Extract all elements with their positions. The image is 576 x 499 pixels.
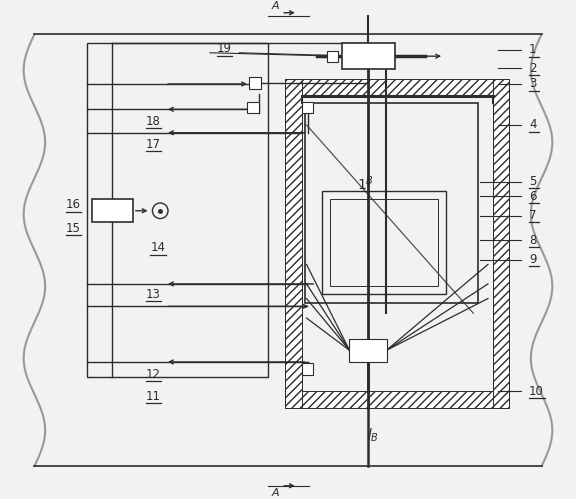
Text: 2: 2 xyxy=(529,62,536,75)
Bar xyxy=(247,101,259,113)
Bar xyxy=(493,79,509,408)
Bar xyxy=(330,199,438,286)
Text: 7: 7 xyxy=(529,209,536,222)
Text: 18: 18 xyxy=(146,115,161,128)
Text: A: A xyxy=(271,488,279,498)
Bar xyxy=(285,391,509,408)
Bar xyxy=(92,199,133,223)
Bar xyxy=(342,43,395,69)
Text: 15: 15 xyxy=(66,222,81,235)
Bar xyxy=(302,363,313,375)
Text: LM: LM xyxy=(361,345,376,355)
Text: 6: 6 xyxy=(529,190,536,203)
Text: RM: RM xyxy=(358,51,378,61)
Text: 16: 16 xyxy=(66,199,81,212)
Text: $1^B$: $1^B$ xyxy=(357,175,374,193)
Text: 9: 9 xyxy=(529,253,536,266)
Text: 17: 17 xyxy=(146,138,161,151)
Bar xyxy=(285,79,302,408)
Text: 13: 13 xyxy=(146,288,161,301)
Bar xyxy=(327,51,338,61)
Text: 14: 14 xyxy=(151,242,166,254)
Bar xyxy=(87,43,267,377)
Bar xyxy=(302,101,313,113)
Bar xyxy=(322,191,446,294)
Text: 8: 8 xyxy=(529,234,536,247)
Bar xyxy=(350,338,386,362)
Text: MCU: MCU xyxy=(99,206,126,216)
Bar xyxy=(305,103,478,303)
Text: A: A xyxy=(271,1,279,11)
Bar xyxy=(249,77,261,89)
Text: 12: 12 xyxy=(146,368,161,381)
Bar xyxy=(285,79,509,96)
Text: 3: 3 xyxy=(529,77,536,90)
Text: 4: 4 xyxy=(529,118,536,131)
Text: 1: 1 xyxy=(529,43,536,56)
Text: $l_B$: $l_B$ xyxy=(367,427,379,444)
Text: 5: 5 xyxy=(529,175,536,188)
Text: 19: 19 xyxy=(217,42,232,55)
Text: 10: 10 xyxy=(529,385,544,398)
Text: 11: 11 xyxy=(146,390,161,403)
